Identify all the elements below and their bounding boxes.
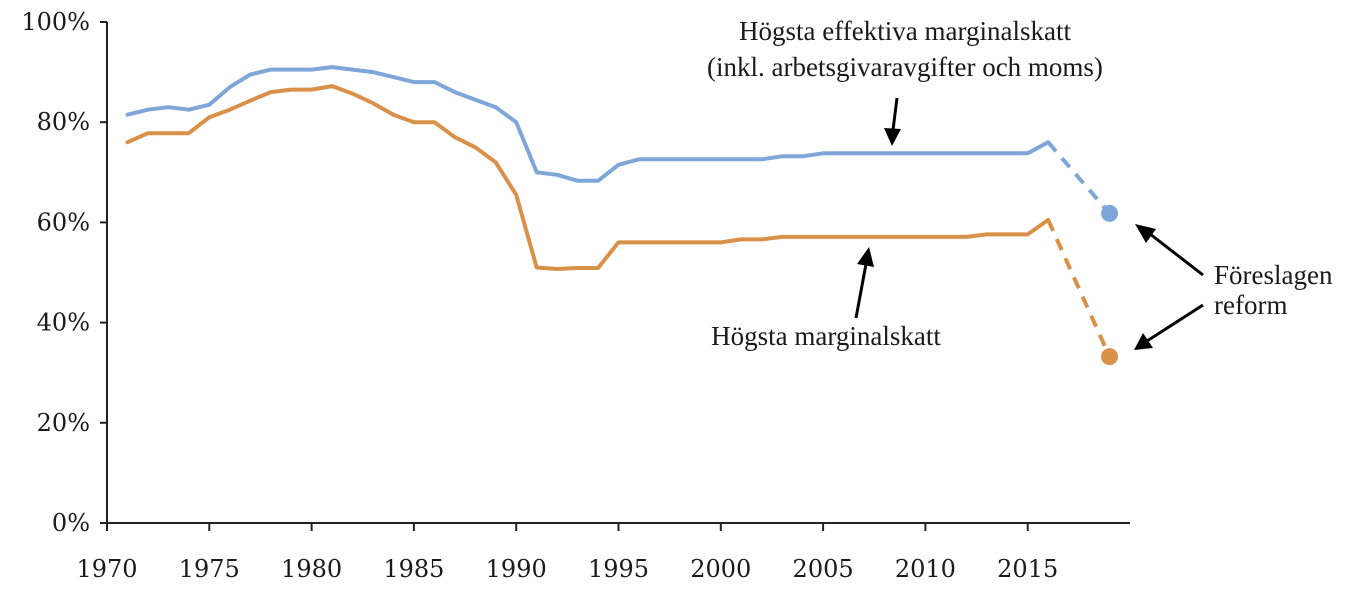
y-tick-label: 40% [37,309,90,337]
x-tick-label: 2015 [997,555,1058,583]
x-tick-label: 1980 [281,555,342,583]
arrow-proposal-effective [1135,224,1204,277]
proposal-label-line2: reform [1214,290,1287,320]
arrow-top [854,247,874,319]
x-tick-label: 1995 [588,555,649,583]
x-tick-label: 2005 [793,555,854,583]
x-tick-label: 1975 [179,555,240,583]
proposal-point-top [1101,348,1119,366]
x-tick-label: 1970 [76,555,137,583]
x-tick-label: 1990 [486,555,547,583]
proposal-dash-effective [1046,140,1112,215]
ticks: 1970 1975 1980 1985 1990 1995 2000 2005 2010 2015… [21,8,1058,583]
y-tick-label: 60% [37,208,90,236]
series-group [125,65,1119,366]
effective-label-line2: (inkl. arbetsgivaravgifter och moms) [707,52,1103,82]
y-tick-label: 100% [21,8,90,36]
x-tick-label: 2000 [690,555,751,583]
effective-label-line1: Högsta effektiva marginalskatt [739,16,1071,46]
arrow-proposal-top [1134,303,1204,350]
y-tick-label: 0% [52,509,90,537]
arrow-effective [884,97,901,146]
x-tick-label: 2010 [895,555,956,583]
proposal-point-effective [1101,204,1119,222]
proposal-dash-top [1046,219,1112,358]
y-tick-label: 80% [37,108,90,136]
annotations: Högsta effektiva marginalskatt (inkl. ar… [707,16,1333,351]
proposal-label-line1: Föreslagen [1214,260,1333,290]
y-tick-label: 20% [37,409,90,437]
series-line-top [125,84,1051,271]
x-tick-label: 1985 [383,555,444,583]
top-rate-label: Högsta marginalskatt [711,321,941,351]
series-line-effective [125,65,1051,183]
